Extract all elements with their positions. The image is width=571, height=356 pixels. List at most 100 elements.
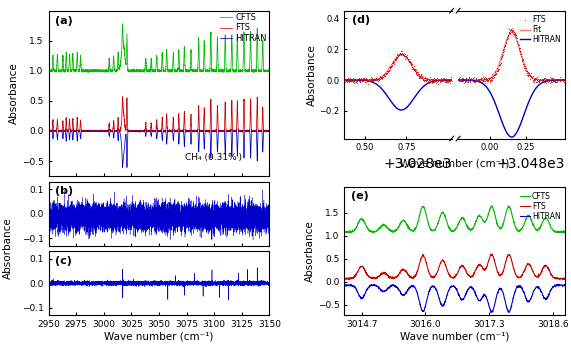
Point	[415, 74, 424, 80]
Point	[422, 78, 431, 84]
FTS	[455, 77, 464, 83]
FTS	[488, 75, 497, 81]
FTS	[479, 75, 488, 81]
FTS	[537, 77, 546, 83]
Point	[366, 78, 375, 83]
Point	[377, 77, 387, 82]
FTS	[562, 277, 569, 282]
Point	[424, 78, 433, 84]
HITRAN	[561, 282, 568, 286]
FTS	[480, 74, 489, 80]
Point	[432, 75, 441, 81]
CFTS	[439, 211, 445, 215]
HITRAN	[562, 284, 569, 288]
Point	[401, 53, 411, 59]
Point	[429, 77, 438, 83]
FTS	[485, 75, 494, 81]
Point	[379, 73, 388, 78]
FTS	[485, 79, 494, 84]
Point	[383, 68, 392, 74]
Point	[353, 76, 363, 82]
FTS	[521, 68, 530, 74]
FTS	[535, 77, 544, 83]
Point	[420, 77, 429, 83]
CFTS	[364, 225, 371, 229]
FTS	[498, 47, 508, 53]
Point	[349, 78, 358, 84]
FTS	[364, 273, 371, 277]
Point	[360, 77, 369, 83]
Point	[433, 81, 443, 87]
Point	[435, 77, 444, 83]
Point	[395, 51, 404, 57]
Point	[420, 75, 429, 81]
FTS	[513, 38, 522, 44]
FTS	[463, 77, 472, 83]
FTS	[508, 31, 517, 37]
Point	[368, 78, 377, 83]
FTS	[526, 74, 536, 79]
Text: (c): (c)	[55, 256, 72, 266]
Point	[361, 77, 371, 83]
Point	[356, 78, 365, 84]
Point	[380, 72, 389, 77]
Point	[398, 51, 407, 57]
Point	[425, 79, 434, 85]
Point	[436, 78, 445, 83]
FTS	[510, 32, 520, 38]
FTS	[479, 77, 488, 82]
Line: CFTS: CFTS	[49, 24, 270, 72]
FTS	[505, 29, 514, 35]
Point	[345, 79, 354, 84]
FTS	[550, 78, 559, 84]
FTS	[500, 42, 509, 48]
Line: FTS: FTS	[344, 254, 565, 279]
HITRAN	[209, 129, 216, 133]
Point	[347, 78, 356, 84]
FTS	[543, 77, 552, 83]
FTS	[527, 75, 536, 80]
FTS	[474, 77, 483, 82]
Point	[351, 79, 360, 85]
Point	[369, 77, 379, 82]
Point	[395, 51, 404, 56]
Point	[342, 78, 351, 84]
Point	[371, 76, 380, 82]
FTS	[509, 30, 518, 35]
Point	[385, 64, 395, 69]
Fit	[455, 78, 461, 82]
Point	[378, 74, 387, 79]
Point	[415, 74, 424, 79]
Point	[405, 59, 415, 64]
Point	[391, 56, 400, 62]
FTS	[528, 74, 537, 80]
Point	[340, 77, 349, 83]
FTS	[464, 78, 473, 83]
FTS	[481, 77, 490, 82]
CFTS	[209, 68, 216, 73]
FTS	[483, 77, 492, 83]
FTS	[517, 55, 526, 61]
FTS	[461, 76, 471, 82]
Point	[355, 79, 364, 85]
Point	[373, 76, 383, 82]
Point	[402, 54, 411, 59]
Point	[345, 79, 355, 84]
Point	[406, 58, 415, 64]
FTS	[467, 78, 476, 83]
Point	[445, 78, 454, 83]
FTS	[497, 54, 506, 60]
FTS	[501, 40, 510, 46]
FTS	[560, 77, 569, 83]
Point	[417, 73, 427, 79]
FTS	[455, 76, 464, 82]
FTS	[538, 77, 548, 82]
Point	[403, 56, 412, 62]
FTS	[473, 78, 482, 84]
Point	[403, 52, 412, 58]
Point	[388, 60, 397, 66]
FTS	[545, 78, 554, 84]
FTS	[560, 78, 569, 84]
Point	[437, 78, 447, 84]
Point	[348, 78, 357, 83]
